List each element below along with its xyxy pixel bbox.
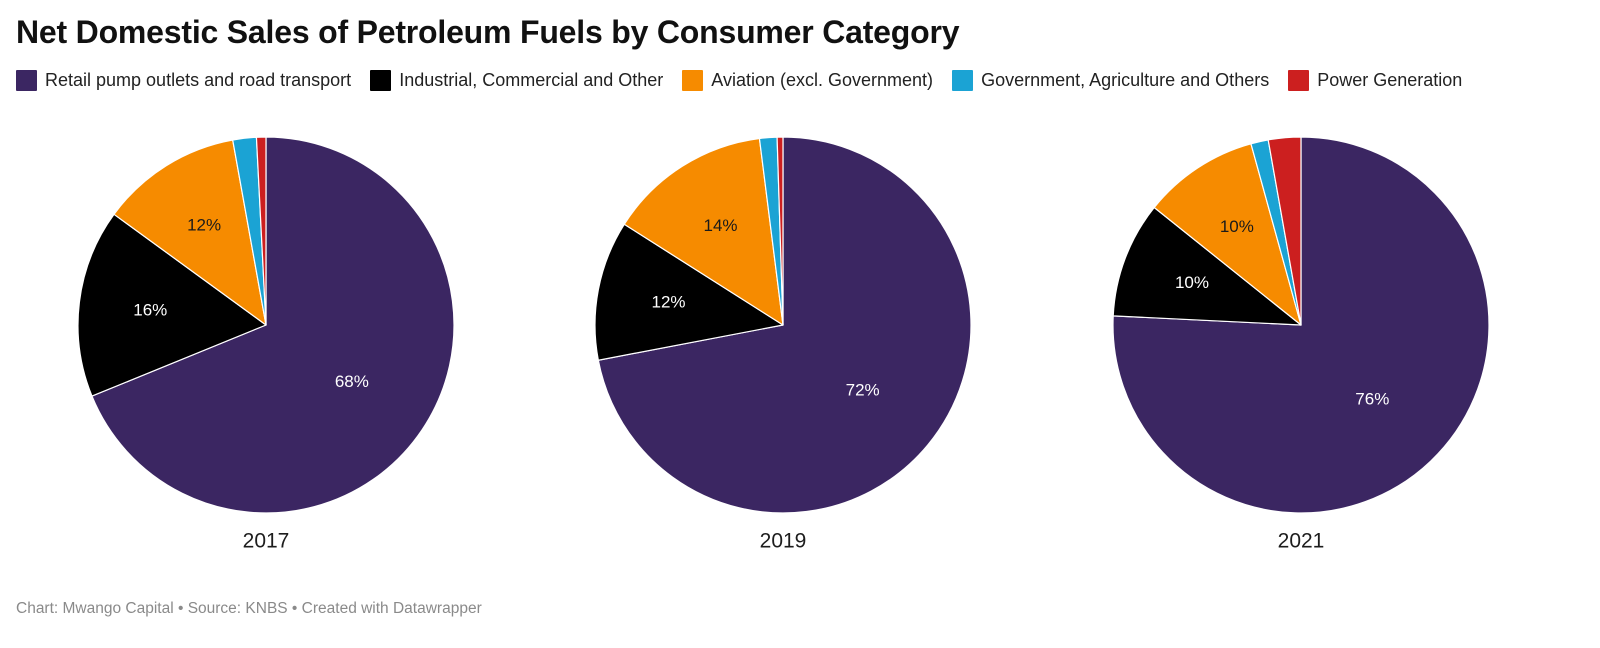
legend-label: Industrial, Commercial and Other: [399, 70, 664, 90]
data-label-retail: 72%: [846, 380, 880, 399]
data-label-aviation: 10%: [1220, 217, 1254, 236]
pie-charts-svg: 68% 16% 12% 2017 72% 12% 14% 2019 76% 10% 10% 2021: [77, 136, 1490, 553]
data-label-industrial: 16%: [133, 300, 167, 319]
pie-charts-area: 68% 16% 12% 2017 72% 12% 14% 2019 76% 10% 10% 2021: [0, 120, 1600, 570]
legend-swatch: [952, 70, 974, 91]
pie-slice-aviation: [113, 139, 267, 326]
data-label-aviation: 12%: [187, 216, 221, 235]
pie-slice-industrial: [594, 223, 784, 361]
pie-slice-industrial: [1112, 206, 1302, 326]
legend-label: Aviation (excl. Government): [711, 70, 934, 90]
legend-item-government: Government, Agriculture and Others: [952, 70, 1269, 91]
pie-slice-industrial: [77, 213, 267, 397]
chart-title: Net Domestic Sales of Petroleum Fuels by…: [16, 14, 960, 50]
legend: Retail pump outlets and road transport I…: [16, 70, 1481, 91]
chart-footer: Chart: Mwango Capital • Source: KNBS • C…: [16, 600, 482, 617]
data-label-retail: 68%: [335, 372, 369, 391]
pie-chart-2021: 76% 10% 10% 2021: [1112, 136, 1490, 553]
legend-swatch: [682, 70, 704, 91]
pie-slice-power: [255, 136, 267, 326]
legend-swatch: [16, 70, 37, 91]
legend-item-retail: Retail pump outlets and road transport: [16, 70, 351, 91]
legend-item-industrial: Industrial, Commercial and Other: [370, 70, 663, 91]
data-label-retail: 76%: [1355, 389, 1389, 408]
pie-year-label: 2021: [1278, 530, 1325, 553]
pie-year-label: 2019: [760, 530, 807, 553]
legend-item-aviation: Aviation (excl. Government): [682, 70, 933, 91]
legend-label: Government, Agriculture and Others: [981, 70, 1270, 90]
pie-slice-power: [776, 136, 784, 326]
legend-item-power: Power Generation: [1288, 70, 1462, 91]
data-label-aviation: 14%: [704, 216, 738, 235]
pie-slice-aviation: [1153, 143, 1302, 326]
legend-swatch: [1288, 70, 1310, 91]
pie-chart-2019: 72% 12% 14% 2019: [594, 136, 972, 553]
pie-slice-retail: [91, 136, 455, 514]
pie-slice-power: [1267, 136, 1302, 326]
pie-slice-aviation: [623, 137, 784, 326]
pie-slice-retail: [597, 136, 972, 514]
legend-label: Power Generation: [1317, 70, 1463, 90]
legend-swatch: [370, 70, 392, 91]
pie-chart-2017: 68% 16% 12% 2017: [77, 136, 455, 553]
legend-label: Retail pump outlets and road transport: [45, 70, 352, 90]
data-label-industrial: 12%: [651, 293, 685, 312]
data-label-industrial: 10%: [1175, 273, 1209, 292]
pie-year-label: 2017: [243, 530, 290, 553]
